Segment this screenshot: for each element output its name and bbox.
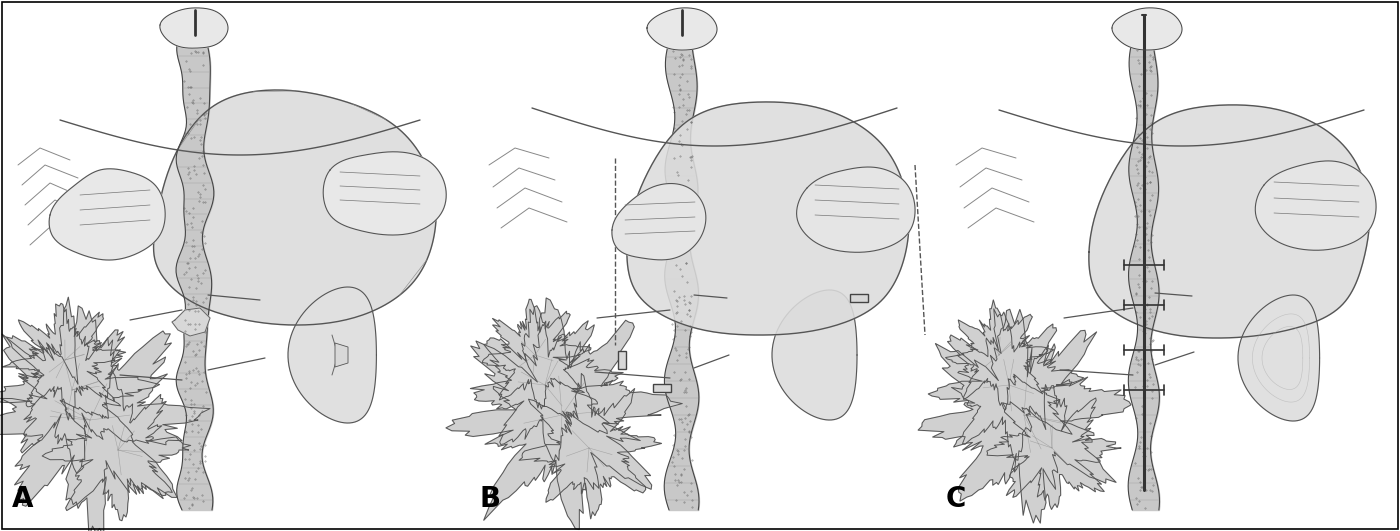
Polygon shape — [1238, 295, 1320, 421]
Polygon shape — [987, 384, 1121, 509]
Polygon shape — [470, 306, 623, 462]
Polygon shape — [3, 303, 126, 420]
Polygon shape — [1089, 105, 1369, 338]
Polygon shape — [447, 298, 682, 529]
Polygon shape — [771, 290, 857, 420]
Polygon shape — [483, 299, 591, 409]
Polygon shape — [154, 90, 437, 325]
Polygon shape — [612, 184, 706, 260]
Bar — [617, 351, 626, 369]
Polygon shape — [928, 309, 1084, 460]
Polygon shape — [1112, 8, 1182, 50]
Polygon shape — [0, 306, 210, 531]
Text: C: C — [946, 485, 966, 513]
Text: B: B — [479, 485, 500, 513]
Polygon shape — [49, 169, 165, 260]
Polygon shape — [627, 102, 909, 335]
Bar — [850, 294, 868, 302]
Text: A: A — [13, 485, 34, 513]
Polygon shape — [160, 8, 228, 48]
Polygon shape — [647, 8, 717, 50]
Polygon shape — [0, 297, 160, 473]
Polygon shape — [288, 287, 377, 423]
Polygon shape — [172, 308, 210, 336]
Polygon shape — [1256, 161, 1376, 250]
Polygon shape — [323, 152, 447, 235]
Polygon shape — [42, 372, 190, 521]
Polygon shape — [519, 373, 662, 519]
Bar — [652, 384, 671, 392]
Polygon shape — [797, 167, 916, 252]
Polygon shape — [335, 343, 349, 367]
Polygon shape — [918, 309, 1131, 523]
Polygon shape — [945, 300, 1054, 410]
